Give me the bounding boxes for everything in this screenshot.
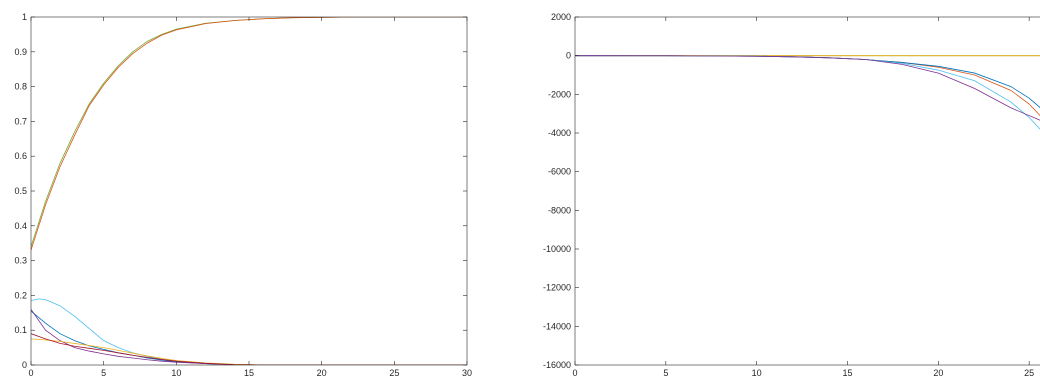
left-y-tick-label: 0.9 <box>14 47 27 57</box>
left-series-group <box>31 17 467 365</box>
left-y-tick-label: 0 <box>22 360 27 370</box>
left-y-tick-label: 0.6 <box>14 151 27 161</box>
right-series-line-3 <box>575 55 1040 117</box>
right-y-tick-label: -16000 <box>543 360 571 370</box>
left-x-tick-label: 20 <box>317 368 327 377</box>
right-x-tick-label: 15 <box>842 368 852 377</box>
right-y-tick-label: -2000 <box>548 89 571 99</box>
right-series-line-5 <box>575 55 1040 130</box>
left-x-tick-label: 0 <box>28 368 33 377</box>
right-y-tick-label: 2000 <box>551 12 571 22</box>
left-x-tick-label: 10 <box>171 368 181 377</box>
left-series-line-2 <box>31 17 467 251</box>
left-y-tick-label: 0.3 <box>14 256 27 266</box>
right-x-tick-label: 10 <box>752 368 762 377</box>
left-x-tick-label: 30 <box>462 368 472 377</box>
left-x-tick-label: 5 <box>101 368 106 377</box>
left-y-tick-label: 0.8 <box>14 82 27 92</box>
right-x-tick-label: 0 <box>572 368 577 377</box>
left-x-tick-label: 15 <box>244 368 254 377</box>
left-axes-box <box>30 16 468 366</box>
left-series-line-3 <box>31 298 467 365</box>
left-x-tick-label: 25 <box>389 368 399 377</box>
right-series-line-4 <box>575 55 1040 108</box>
left-y-tick-label: 0.2 <box>14 290 27 300</box>
right-y-tick-label: -14000 <box>543 321 571 331</box>
left-y-tick-label: 1 <box>22 12 27 22</box>
right-x-tick-label: 20 <box>933 368 943 377</box>
right-y-tick-label: 0 <box>566 51 571 61</box>
left-series-line-4 <box>31 310 467 365</box>
left-series-line-7 <box>31 333 467 365</box>
right-y-tick-label: -6000 <box>548 167 571 177</box>
right-x-tick-label: 5 <box>663 368 668 377</box>
left-y-tick-label: 0.1 <box>14 325 27 335</box>
right-series-group <box>575 55 1040 130</box>
right-y-tick-label: -12000 <box>543 283 571 293</box>
right-x-tick-label: 25 <box>1024 368 1034 377</box>
left-y-tick-label: 0.7 <box>14 116 27 126</box>
right-y-tick-label: -10000 <box>543 244 571 254</box>
left-line-plot: 0 5 10 15 20 25 30 0 0.1 0.2 0.3 0.4 0.5 0.6 0.7 0.8 0.9… <box>14 12 472 377</box>
left-y-tick-label: 0.5 <box>14 186 27 196</box>
right-axes-box <box>574 16 1040 366</box>
right-series-line-6 <box>575 55 1040 121</box>
right-line-plot: 0 5 10 15 20 25 -16000 -14000 -12000 -10000 -8000 -… <box>543 12 1040 377</box>
right-y-tick-label: -8000 <box>548 205 571 215</box>
left-series-line-1 <box>31 17 467 247</box>
left-series-line-5 <box>31 309 467 365</box>
left-y-tick-label: 0.4 <box>14 221 27 231</box>
right-y-tick-label: -4000 <box>548 128 571 138</box>
